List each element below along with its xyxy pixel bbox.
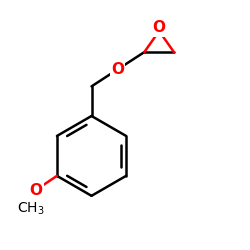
Text: O: O xyxy=(152,20,166,36)
Text: O: O xyxy=(111,62,124,77)
Text: O: O xyxy=(29,182,42,198)
Text: CH$_3$: CH$_3$ xyxy=(18,200,45,217)
